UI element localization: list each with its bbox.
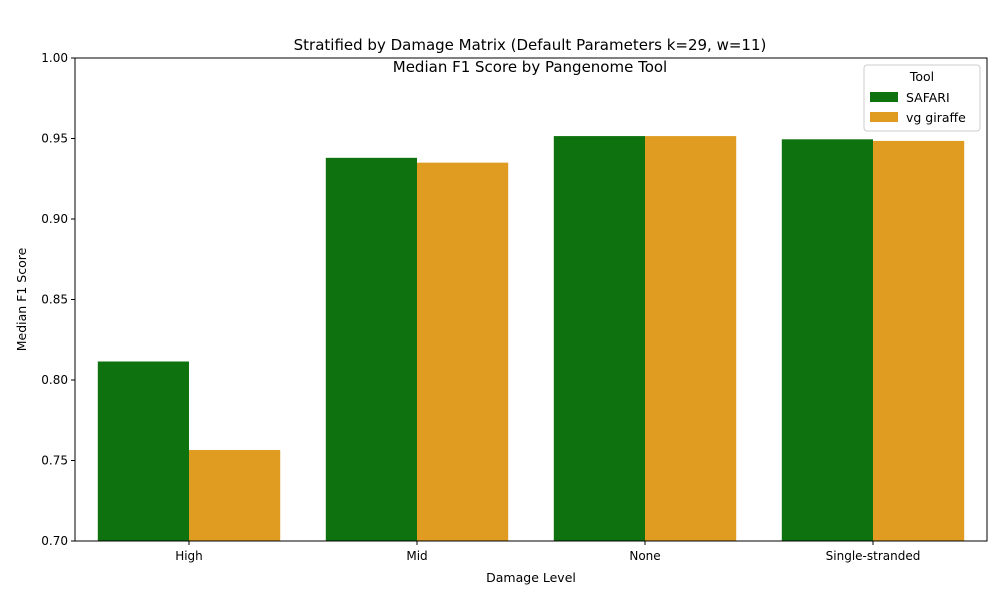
x-tick-label: Single-stranded	[826, 549, 921, 563]
legend: Tool SAFARI vg giraffe	[863, 64, 981, 132]
bar	[189, 450, 281, 541]
y-tick-label: 0.90	[41, 212, 68, 226]
bar	[417, 162, 509, 541]
legend-items: SAFARI vg giraffe	[870, 90, 966, 125]
legend-label: SAFARI	[906, 90, 950, 105]
legend-swatch	[870, 112, 898, 122]
y-tick-label: 0.80	[41, 373, 68, 387]
x-axis-label: Damage Level	[486, 570, 576, 585]
legend-title: Tool	[909, 69, 934, 84]
bars-layer	[97, 136, 965, 542]
bar	[325, 157, 417, 541]
chart-title: Median F1 Score by Pangenome Tool	[393, 58, 667, 76]
x-tick-label: Mid	[406, 549, 427, 563]
y-axis-ticks: 0.70 0.75 0.80 0.85 0.90 0.95 1.00	[41, 51, 75, 548]
x-tick-label: High	[175, 549, 203, 563]
bar	[553, 136, 645, 541]
x-tick-label: None	[629, 549, 660, 563]
y-tick-label: 0.70	[41, 534, 68, 548]
y-tick-label: 1.00	[41, 51, 68, 65]
chart-subtitle: Stratified by Damage Matrix (Default Par…	[294, 36, 767, 54]
plot-frame	[74, 57, 988, 542]
y-tick-label: 0.75	[41, 454, 68, 468]
y-axis-label: Median F1 Score	[14, 247, 29, 351]
bar	[645, 136, 737, 541]
y-tick-label: 0.95	[41, 132, 68, 146]
bar	[97, 361, 189, 541]
legend-label: vg giraffe	[906, 110, 966, 125]
bar	[873, 140, 965, 542]
x-axis-ticks: High Mid None Single-stranded	[175, 541, 920, 563]
legend-swatch	[870, 92, 898, 102]
y-tick-label: 0.85	[41, 293, 68, 307]
bar	[781, 139, 873, 541]
